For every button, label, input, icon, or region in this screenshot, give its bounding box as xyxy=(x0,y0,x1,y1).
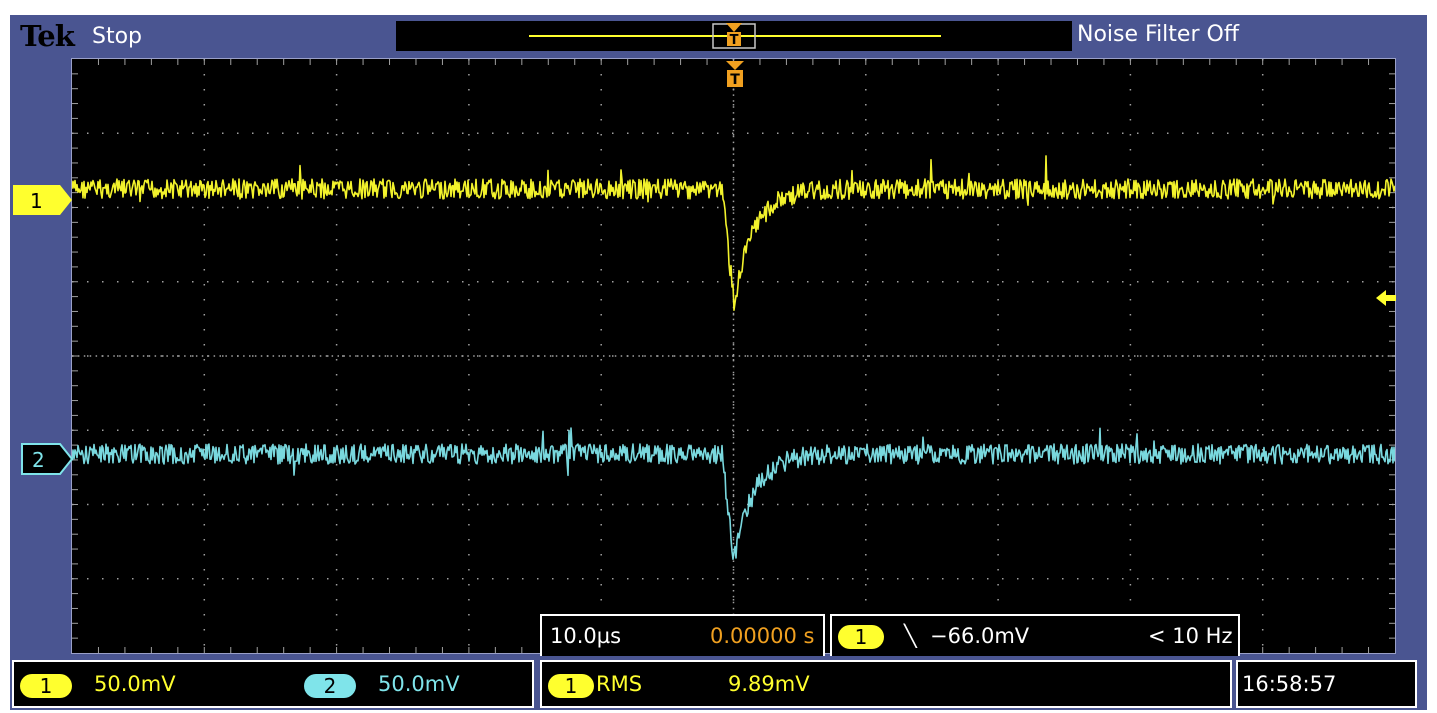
clock-time: 16:58:57 xyxy=(1242,672,1337,696)
trigger-readout[interactable]: 1 ╲ −66.0mV < 10 Hz xyxy=(830,614,1240,656)
ch1-badge[interactable]: 1 xyxy=(20,674,72,698)
channel-scale-readout[interactable]: 1 50.0mV 2 50.0mV xyxy=(12,660,534,708)
ch2-waveform xyxy=(71,427,1396,561)
trigger-source-badge: 1 xyxy=(838,625,884,649)
noise-filter-status[interactable]: Noise Filter Off xyxy=(1077,22,1239,47)
trigger-frequency: < 10 Hz xyxy=(1148,624,1233,648)
horizontal-position: 0.00000 s xyxy=(710,624,815,648)
clock-readout: 16:58:57 xyxy=(1236,660,1417,708)
time-per-div: 10.0µs xyxy=(550,624,622,648)
falling-edge-icon: ╲ xyxy=(904,624,917,648)
brand-logo: Tek xyxy=(20,19,75,53)
record-trigger-marker-icon: T xyxy=(726,23,742,48)
trigger-level: −66.0mV xyxy=(930,624,1030,648)
record-view-graphic: T xyxy=(529,23,941,49)
ch2-badge[interactable]: 2 xyxy=(304,674,356,698)
measurement-source-badge: 1 xyxy=(548,674,594,698)
measurement-value: 9.89mV xyxy=(728,672,810,696)
ch2-scale: 50.0mV xyxy=(378,672,460,696)
measurement-readout[interactable]: 1 RMS 9.89mV xyxy=(540,660,1232,708)
ch2-ground-marker[interactable]: 2 xyxy=(21,443,74,475)
trigger-level-arrow-icon[interactable] xyxy=(1376,290,1396,306)
ch2-marker-label: 2 xyxy=(32,448,45,472)
ch1-ground-marker[interactable]: 1 xyxy=(13,185,72,215)
svg-text:T: T xyxy=(730,72,740,88)
waveform-graticule[interactable] xyxy=(71,58,1396,654)
measurement-type: RMS xyxy=(596,672,643,696)
ch1-marker-label: 1 xyxy=(30,189,43,213)
trigger-position-icon[interactable]: T xyxy=(726,61,744,88)
record-view-bar[interactable]: T xyxy=(396,21,1072,51)
ch1-scale: 50.0mV xyxy=(94,672,176,696)
svg-text:T: T xyxy=(730,33,739,48)
graticule-svg xyxy=(71,59,1396,653)
ch1-waveform xyxy=(71,155,1396,311)
timebase-readout[interactable]: 10.0µs 0.00000 s xyxy=(540,614,825,656)
acquisition-status: Stop xyxy=(92,24,143,49)
